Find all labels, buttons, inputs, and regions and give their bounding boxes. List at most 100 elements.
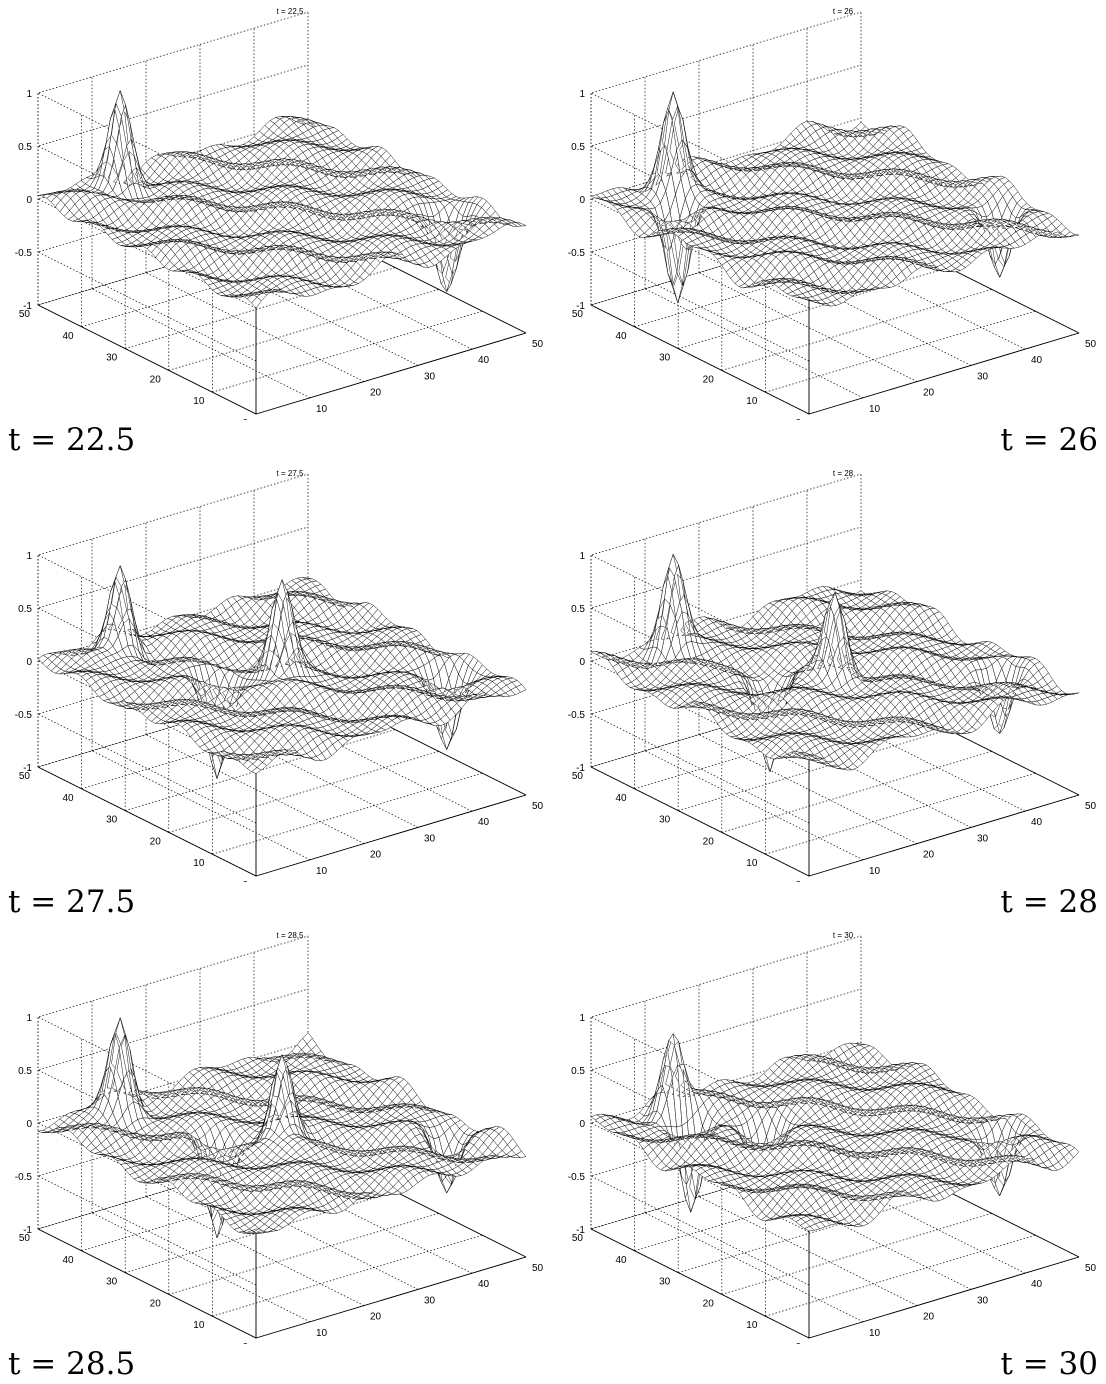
y-tick-label: 40 (62, 793, 74, 804)
z-tick-label: 0 (579, 195, 585, 206)
floor-gridline-y (765, 773, 1035, 854)
floor-gridline-y (765, 311, 1035, 392)
panel-caption: t = 28 (1000, 884, 1098, 920)
surface-mesh (38, 1018, 526, 1238)
axis-line (38, 1229, 256, 1338)
x-tick-label: 30 (424, 833, 436, 844)
z-tick-label: -1 (576, 301, 585, 312)
panel-caption: t = 30 (1000, 1346, 1098, 1382)
x-tick-label: 40 (478, 817, 490, 828)
z-tick-label: -1 (576, 763, 585, 774)
floor-gridline-y (212, 773, 482, 854)
axis-line (591, 1229, 809, 1338)
z-tick-label: 1 (579, 89, 585, 100)
axis-line (256, 333, 526, 414)
y-tick-label: 30 (106, 353, 118, 364)
y-tick-label: 10 (193, 1320, 205, 1331)
floor-gridline-y (765, 1235, 1035, 1316)
z-tick-label: -1 (576, 1225, 585, 1236)
x-tick-label: 50 (532, 339, 544, 350)
axis-line (809, 333, 1079, 414)
x-tick-label: 30 (977, 1295, 989, 1306)
x-tick-label: 10 (316, 404, 328, 415)
y-tick-label: 20 (150, 1298, 162, 1309)
surface-plot-2: 0102030405001020304050-1-0.500.51t = 26 (553, 0, 1106, 420)
plot-title: t = 27.5 (277, 469, 304, 478)
axis-line (809, 795, 1079, 876)
x-tick-label: 20 (923, 1312, 935, 1323)
x-tick-label: 10 (869, 866, 881, 877)
surface-plot-6: 0102030405001020304050-1-0.500.51t = 30 (553, 924, 1106, 1344)
x-tick-label: 20 (923, 850, 935, 861)
x-tick-label: 40 (478, 1279, 490, 1290)
y-tick-label: 0 (795, 418, 801, 420)
plot-title: t = 26 (833, 7, 854, 16)
axis-line (591, 767, 809, 876)
x-tick-label: 50 (1085, 339, 1097, 350)
surface-mesh (591, 554, 1079, 771)
x-tick-label: 30 (424, 371, 436, 382)
floor-gridline-x (645, 751, 863, 860)
panel-caption: t = 28.5 (8, 1346, 135, 1382)
y-tick-label: 30 (659, 1277, 671, 1288)
floor-gridline-y (169, 289, 439, 370)
x-tick-label: 30 (977, 833, 989, 844)
panel-caption: t = 22.5 (8, 422, 135, 458)
x-tick-label: 10 (869, 404, 881, 415)
x-tick-label: 10 (316, 866, 328, 877)
x-tick-label: 20 (923, 388, 935, 399)
surface-panel-2: 0102030405001020304050-1-0.500.51t = 26 … (553, 0, 1106, 460)
x-tick-label: 30 (424, 1295, 436, 1306)
y-tick-label: 40 (615, 1255, 627, 1266)
z-tick-label: 0 (26, 1119, 32, 1130)
surface-plot-3: 0102030405001020304050-1-0.500.51t = 27.… (0, 462, 553, 882)
y-tick-label: 10 (193, 858, 205, 869)
x-tick-label: 40 (1031, 1279, 1043, 1290)
y-tick-label: 30 (659, 353, 671, 364)
floor-gridline-y (212, 1235, 482, 1316)
z-tick-label: 0.5 (18, 1066, 32, 1077)
x-tick-label: 50 (532, 1263, 544, 1274)
axis-line (591, 305, 809, 414)
y-tick-label: 0 (795, 880, 801, 882)
floor-gridline-x (645, 1213, 863, 1322)
z-tick-label: -0.5 (15, 1172, 33, 1183)
y-tick-label: 20 (150, 374, 162, 385)
surface-panel-5: 0102030405001020304050-1-0.500.51t = 28.… (0, 924, 553, 1384)
z-tick-label: 1 (26, 551, 32, 562)
plot-title: t = 22.5 (277, 7, 304, 16)
y-tick-label: 20 (703, 374, 715, 385)
axis-line (38, 305, 256, 414)
x-tick-label: 50 (1085, 801, 1097, 812)
axis-line (256, 1257, 526, 1338)
y-tick-label: 40 (62, 331, 74, 342)
surface-mesh (591, 1034, 1079, 1231)
z-tick-label: 0 (26, 195, 32, 206)
x-tick-label: 40 (478, 355, 490, 366)
surface-mesh (591, 92, 1079, 306)
z-tick-label: 0.5 (571, 1066, 585, 1077)
surface-plot-4: 0102030405001020304050-1-0.500.51t = 28 (553, 462, 1106, 882)
z-tick-label: -0.5 (15, 710, 33, 721)
floor-gridline-x (92, 289, 310, 398)
z-tick-label: 1 (26, 1013, 32, 1024)
y-tick-label: 20 (703, 836, 715, 847)
x-tick-label: 20 (370, 850, 382, 861)
floor-gridline-y (169, 751, 439, 832)
y-tick-label: 40 (615, 793, 627, 804)
z-tick-label: -0.5 (568, 710, 586, 721)
surface-panel-3: 0102030405001020304050-1-0.500.51t = 27.… (0, 462, 553, 922)
z-tick-label: 0.5 (18, 604, 32, 615)
surface-panel-6: 0102030405001020304050-1-0.500.51t = 30 … (553, 924, 1106, 1384)
z-tick-label: -0.5 (568, 248, 586, 259)
surface-plot-5: 0102030405001020304050-1-0.500.51t = 28.… (0, 924, 553, 1344)
z-tick-label: 0.5 (18, 142, 32, 153)
z-tick-label: 0 (26, 657, 32, 668)
surface-mesh (38, 91, 526, 309)
z-tick-label: -1 (23, 1225, 32, 1236)
y-tick-label: 30 (106, 815, 118, 826)
axis-line (256, 795, 526, 876)
z-tick-label: -0.5 (15, 248, 33, 259)
axis-line (38, 767, 256, 876)
z-tick-label: -1 (23, 763, 32, 774)
